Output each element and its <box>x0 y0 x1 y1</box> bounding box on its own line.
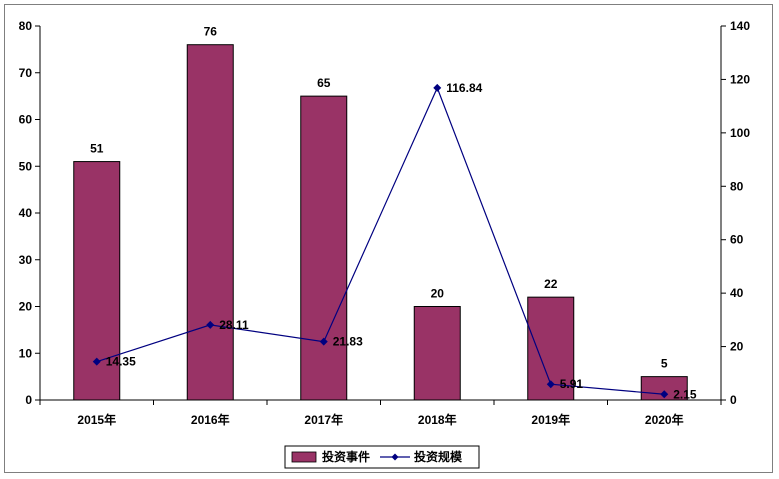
x-tick-label: 2016年 <box>191 412 230 427</box>
y-left-tick-label: 60 <box>19 113 33 127</box>
line-data-label: 116.84 <box>446 81 482 95</box>
y-left-tick-label: 0 <box>25 393 32 407</box>
line-data-label: 5.91 <box>560 377 584 391</box>
bar-data-label: 20 <box>431 287 445 301</box>
legend-line-label: 投资规模 <box>414 449 463 464</box>
line-data-label: 28.11 <box>219 318 249 332</box>
line-data-label: 14.35 <box>106 355 136 369</box>
x-tick-label: 2018年 <box>418 412 457 427</box>
legend-bar-swatch <box>291 451 317 463</box>
y-left-tick-label: 10 <box>19 346 33 360</box>
legend-bar-label: 投资事件 <box>322 449 370 464</box>
x-tick-label: 2019年 <box>531 412 570 427</box>
bar-data-label: 65 <box>317 76 331 90</box>
y-right-tick-label: 140 <box>730 19 750 33</box>
legend: 投资事件 投资规模 <box>284 445 480 469</box>
line-point-marker <box>206 320 215 329</box>
bar-labels: 51 76 65 20 22 5 <box>90 25 668 371</box>
line-point-marker <box>319 337 328 346</box>
y-left-tick-label: 80 <box>19 19 33 33</box>
y-right-tick-label: 60 <box>730 233 744 247</box>
bars <box>73 44 688 401</box>
y-left-tick-label: 50 <box>19 159 33 173</box>
x-tick-label: 2015年 <box>77 412 116 427</box>
bar-data-label: 76 <box>204 25 218 39</box>
line-point-marker <box>546 380 555 389</box>
bar <box>640 376 688 401</box>
line-data-label: 2.15 <box>673 387 697 401</box>
bar-data-label: 51 <box>90 142 104 156</box>
bar-data-label: 5 <box>661 357 668 371</box>
line-point-marker <box>92 357 101 366</box>
bar <box>300 95 348 401</box>
y-left-tick-label: 30 <box>19 253 33 267</box>
axes: 0 10 20 30 40 50 60 70 80 0 20 40 60 80 100 120 140 2015年… <box>19 19 751 427</box>
y-right-tick-label: 20 <box>730 340 744 354</box>
y-right-tick-label: 80 <box>730 179 744 193</box>
line-point-marker <box>433 83 442 92</box>
bar <box>186 44 234 401</box>
x-tick-label: 2017年 <box>304 412 343 427</box>
y-right-tick-label: 0 <box>730 393 737 407</box>
line-labels: 14.35 28.11 21.83 116.84 5.91 2.15 <box>106 81 697 401</box>
legend-line-marker <box>391 453 399 461</box>
bar-data-label: 22 <box>544 277 558 291</box>
x-tick-label: 2020年 <box>645 412 684 427</box>
y-right-tick-label: 40 <box>730 286 744 300</box>
y-right-tick-label: 120 <box>730 72 750 86</box>
bar <box>413 306 461 401</box>
line-series <box>92 83 669 399</box>
y-left-tick-label: 40 <box>19 206 33 220</box>
series-line <box>96 86 665 395</box>
y-right-tick-label: 100 <box>730 126 750 140</box>
line-point-marker <box>660 390 669 399</box>
line-data-label: 21.83 <box>333 335 363 349</box>
y-left-tick-label: 20 <box>19 300 33 314</box>
y-left-tick-label: 70 <box>19 66 33 80</box>
